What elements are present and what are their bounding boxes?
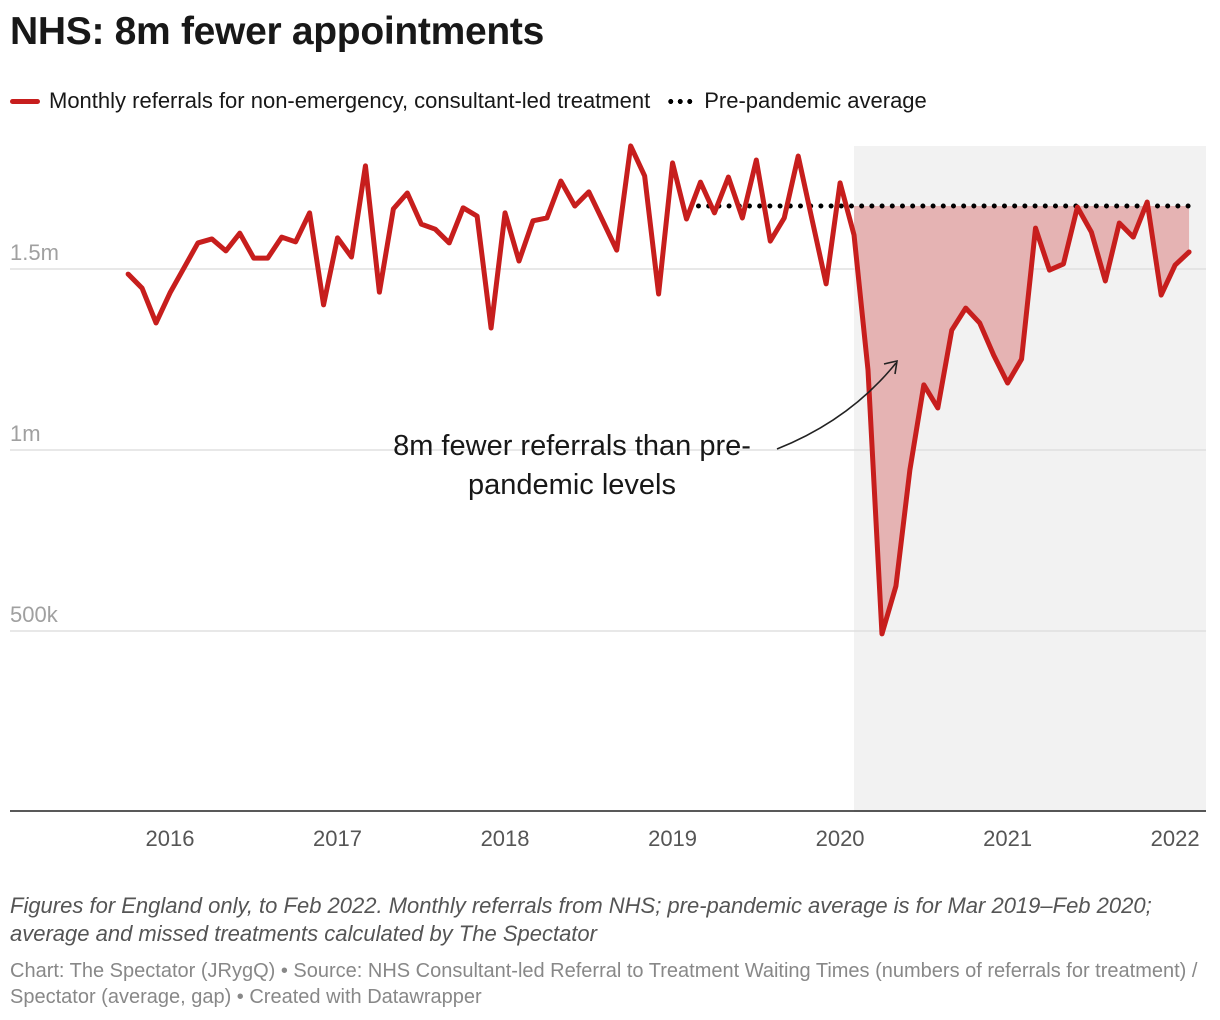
x-tick-label: 2017	[313, 826, 362, 851]
x-tick-label: 2022	[1151, 826, 1200, 851]
annotation-line2: pandemic levels	[468, 469, 676, 501]
footnote: Figures for England only, to Feb 2022. M…	[10, 893, 1152, 946]
legend: Monthly referrals for non-emergency, con…	[10, 88, 927, 114]
annotation-arrow	[776, 362, 897, 450]
x-tick-label: 2016	[146, 826, 195, 851]
chart-title: NHS: 8m fewer appointments	[10, 10, 544, 53]
annotation-arrowhead	[883, 359, 898, 375]
annotation: 8m fewer referrals than pre- pandemic le…	[393, 359, 898, 501]
x-tick-label: 2021	[983, 826, 1032, 851]
annotation-line1: 8m fewer referrals than pre-	[393, 430, 751, 462]
y-tick-label: 1.5m	[10, 240, 59, 265]
gap-area	[854, 206, 1190, 634]
x-tick-label: 2018	[481, 826, 530, 851]
x-tick-label: 2020	[816, 826, 865, 851]
legend-label-referrals: Monthly referrals for non-emergency, con…	[49, 88, 651, 113]
legend-label-average: Pre-pandemic average	[704, 88, 927, 113]
x-tick-label: 2019	[648, 826, 697, 851]
y-tick-label: 1m	[10, 421, 41, 446]
y-tick-label: 500k	[10, 602, 59, 627]
legend-swatch-average	[666, 98, 695, 104]
legend-swatch-referrals	[10, 98, 40, 104]
credits: Chart: The Spectator (JRygQ) • Source: N…	[10, 960, 1198, 1008]
